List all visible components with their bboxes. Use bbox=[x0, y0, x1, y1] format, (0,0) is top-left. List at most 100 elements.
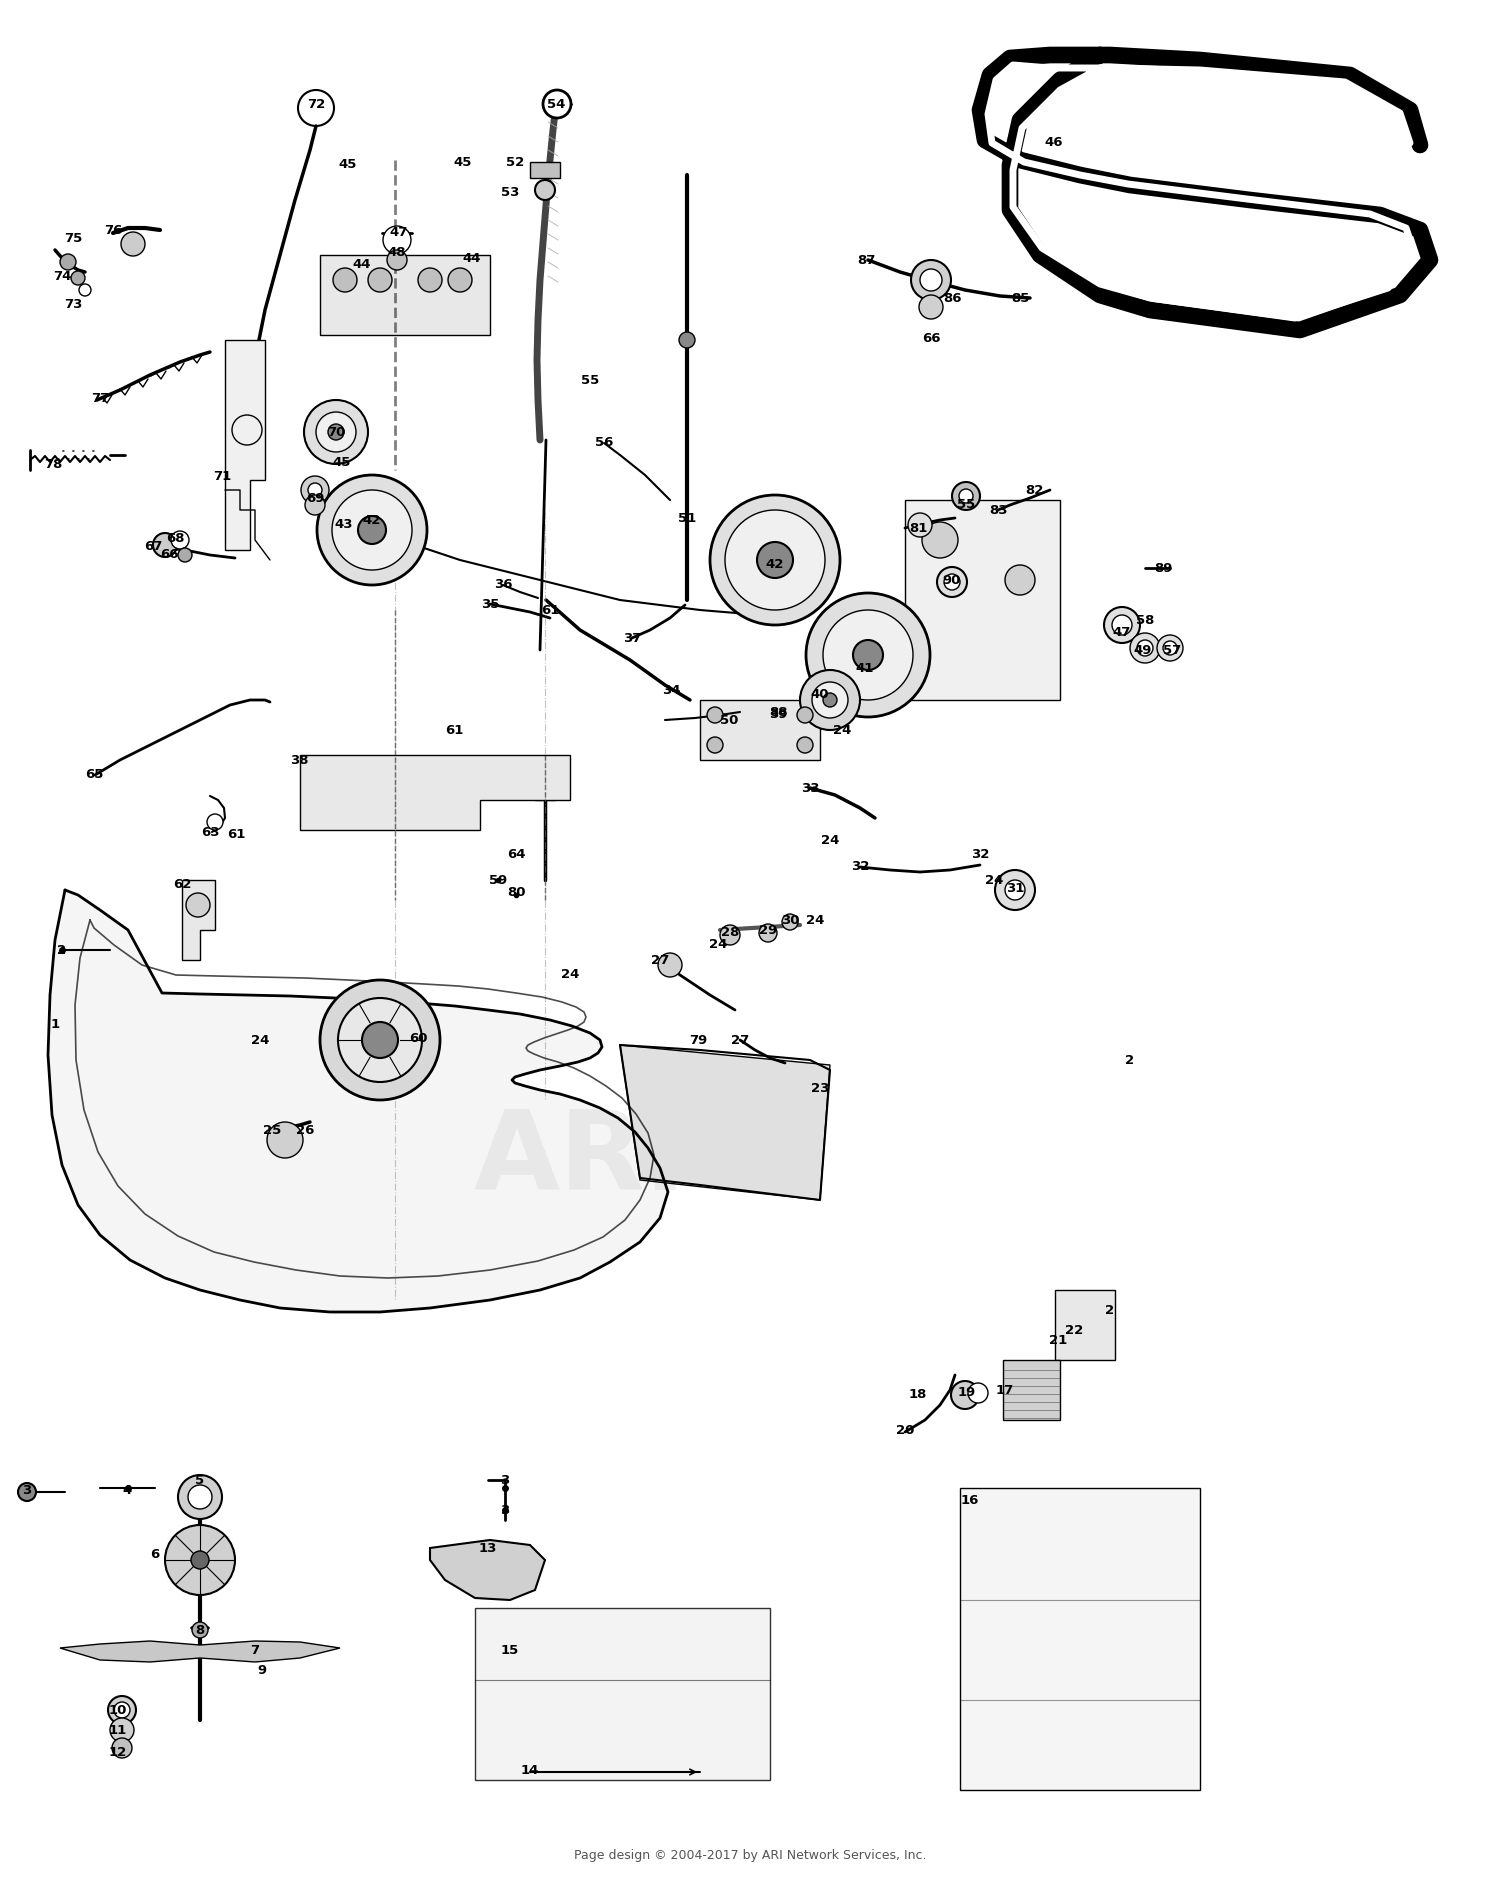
Text: 2: 2 bbox=[57, 943, 66, 956]
Text: 31: 31 bbox=[1007, 882, 1025, 895]
Text: 8: 8 bbox=[195, 1623, 204, 1636]
Text: 77: 77 bbox=[92, 391, 110, 404]
Circle shape bbox=[680, 332, 694, 348]
Circle shape bbox=[112, 1738, 132, 1759]
Text: 43: 43 bbox=[334, 518, 354, 531]
Circle shape bbox=[60, 253, 76, 270]
Circle shape bbox=[796, 706, 813, 723]
Text: 36: 36 bbox=[494, 578, 512, 591]
Polygon shape bbox=[620, 1045, 830, 1200]
Circle shape bbox=[153, 533, 177, 557]
Text: 23: 23 bbox=[812, 1082, 830, 1094]
Text: 24: 24 bbox=[821, 833, 839, 846]
Text: 3: 3 bbox=[501, 1473, 510, 1487]
Circle shape bbox=[1005, 565, 1035, 595]
Polygon shape bbox=[430, 1540, 544, 1600]
Text: 66: 66 bbox=[921, 331, 940, 344]
Text: 12: 12 bbox=[110, 1745, 128, 1759]
Circle shape bbox=[188, 1485, 211, 1509]
Text: 27: 27 bbox=[651, 954, 669, 967]
Text: 63: 63 bbox=[201, 825, 219, 839]
Text: Page design © 2004-2017 by ARI Network Services, Inc.: Page design © 2004-2017 by ARI Network S… bbox=[573, 1849, 926, 1861]
Text: 76: 76 bbox=[104, 223, 122, 236]
Circle shape bbox=[338, 997, 422, 1082]
Text: 34: 34 bbox=[662, 684, 680, 697]
Text: 44: 44 bbox=[352, 259, 372, 272]
Text: 58: 58 bbox=[1136, 614, 1154, 627]
Text: 79: 79 bbox=[688, 1033, 706, 1047]
Circle shape bbox=[958, 489, 974, 502]
Circle shape bbox=[1005, 880, 1025, 899]
Text: 30: 30 bbox=[780, 914, 800, 926]
Text: 47: 47 bbox=[1113, 625, 1131, 638]
Text: ARI: ARI bbox=[474, 1107, 687, 1213]
Circle shape bbox=[114, 1702, 130, 1717]
Text: 28: 28 bbox=[722, 926, 740, 939]
Circle shape bbox=[800, 671, 859, 729]
Text: 52: 52 bbox=[506, 157, 524, 170]
Circle shape bbox=[1162, 640, 1178, 655]
Text: 10: 10 bbox=[110, 1704, 128, 1717]
Text: 53: 53 bbox=[501, 185, 519, 198]
Text: 24: 24 bbox=[561, 969, 579, 982]
Text: 39: 39 bbox=[770, 708, 788, 722]
Circle shape bbox=[362, 1022, 398, 1058]
Polygon shape bbox=[1004, 1360, 1060, 1421]
Text: 78: 78 bbox=[44, 459, 62, 472]
Text: 55: 55 bbox=[580, 374, 598, 387]
Text: 45: 45 bbox=[333, 457, 351, 470]
Text: 2: 2 bbox=[1125, 1054, 1134, 1067]
Circle shape bbox=[824, 610, 914, 701]
Circle shape bbox=[658, 952, 682, 977]
Text: 49: 49 bbox=[1134, 644, 1152, 657]
Circle shape bbox=[18, 1483, 36, 1502]
Text: 82: 82 bbox=[1024, 484, 1042, 497]
Text: 3: 3 bbox=[501, 1504, 510, 1517]
Text: 13: 13 bbox=[478, 1541, 496, 1555]
Text: 74: 74 bbox=[53, 270, 70, 283]
Text: 24: 24 bbox=[986, 873, 1004, 886]
Text: 38: 38 bbox=[290, 754, 309, 767]
Circle shape bbox=[908, 514, 932, 536]
Text: 19: 19 bbox=[958, 1385, 976, 1398]
Text: 15: 15 bbox=[501, 1643, 519, 1657]
Text: 40: 40 bbox=[810, 688, 830, 701]
Circle shape bbox=[724, 510, 825, 610]
Circle shape bbox=[171, 531, 189, 550]
Text: 44: 44 bbox=[462, 251, 482, 264]
Text: 24: 24 bbox=[251, 1033, 268, 1047]
Text: 29: 29 bbox=[759, 924, 777, 937]
Circle shape bbox=[186, 893, 210, 916]
Text: 22: 22 bbox=[1065, 1324, 1083, 1337]
Text: 73: 73 bbox=[64, 297, 82, 310]
Text: 24: 24 bbox=[833, 723, 850, 737]
Text: 61: 61 bbox=[226, 829, 244, 841]
Text: 51: 51 bbox=[678, 512, 696, 525]
Circle shape bbox=[706, 737, 723, 754]
Circle shape bbox=[710, 495, 840, 625]
Circle shape bbox=[308, 484, 322, 497]
Circle shape bbox=[968, 1383, 988, 1404]
Text: 9: 9 bbox=[258, 1664, 267, 1677]
Circle shape bbox=[922, 521, 958, 557]
Text: 81: 81 bbox=[909, 521, 927, 535]
Circle shape bbox=[304, 400, 368, 465]
Polygon shape bbox=[960, 1489, 1200, 1791]
Text: 18: 18 bbox=[909, 1388, 927, 1402]
Text: 71: 71 bbox=[213, 470, 231, 482]
Polygon shape bbox=[476, 1608, 770, 1779]
Circle shape bbox=[853, 640, 883, 671]
Text: 24: 24 bbox=[710, 939, 728, 952]
Text: 32: 32 bbox=[970, 848, 988, 861]
Circle shape bbox=[806, 593, 930, 718]
Text: 11: 11 bbox=[110, 1723, 128, 1736]
Text: 88: 88 bbox=[768, 705, 788, 718]
Text: 61: 61 bbox=[542, 603, 560, 616]
Text: 72: 72 bbox=[308, 98, 326, 111]
Circle shape bbox=[333, 268, 357, 293]
Text: 70: 70 bbox=[327, 425, 345, 438]
Text: 80: 80 bbox=[507, 886, 525, 899]
Text: 41: 41 bbox=[856, 661, 874, 674]
Circle shape bbox=[910, 261, 951, 300]
Circle shape bbox=[320, 980, 440, 1099]
